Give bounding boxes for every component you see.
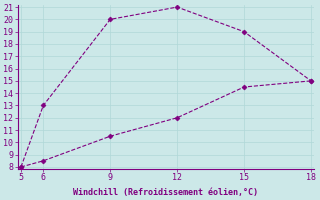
- X-axis label: Windchill (Refroidissement éolien,°C): Windchill (Refroidissement éolien,°C): [74, 188, 259, 197]
